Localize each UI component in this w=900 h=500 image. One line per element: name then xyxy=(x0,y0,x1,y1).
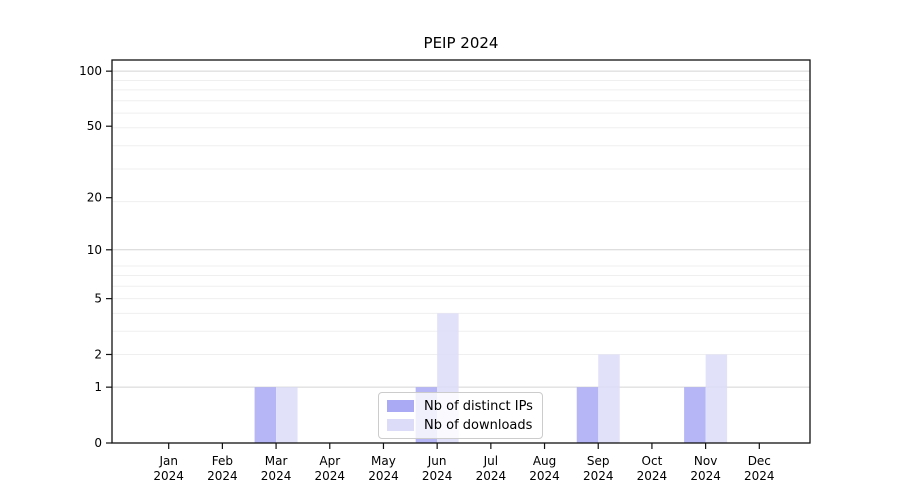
x-tick-label-year: 2024 xyxy=(637,469,668,483)
y-tick-label: 5 xyxy=(94,292,102,306)
x-tick-label-year: 2024 xyxy=(744,469,775,483)
legend-label-distinct-ips: Nb of distinct IPs xyxy=(424,398,533,414)
legend-swatch-downloads xyxy=(387,419,414,431)
bar-downloads xyxy=(276,387,298,443)
bar-distinct-ips xyxy=(684,387,706,443)
x-tick-label-year: 2024 xyxy=(476,469,507,483)
chart-title: PEIP 2024 xyxy=(423,34,499,52)
x-tick-label-month: Oct xyxy=(642,454,663,468)
bar-distinct-ips xyxy=(254,387,277,443)
legend-item-downloads: Nb of downloads xyxy=(387,417,533,433)
x-tick-label-month: Sep xyxy=(587,454,610,468)
x-tick-label-month: May xyxy=(371,454,396,468)
x-tick-label-month: Feb xyxy=(212,454,233,468)
y-tick-label: 100 xyxy=(79,64,102,78)
x-tick-label-month: Dec xyxy=(748,454,771,468)
x-tick-label-month: Aug xyxy=(533,454,556,468)
x-tick-label-month: Nov xyxy=(694,454,717,468)
legend-label-downloads: Nb of downloads xyxy=(424,417,533,433)
legend-item-distinct-ips: Nb of distinct IPs xyxy=(387,398,533,414)
y-tick-label: 50 xyxy=(87,119,102,133)
x-tick-label-year: 2024 xyxy=(422,469,453,483)
x-tick-label-month: Apr xyxy=(319,454,340,468)
y-tick-label: 0 xyxy=(94,436,102,450)
plot-border xyxy=(111,59,811,444)
x-tick-label-year: 2024 xyxy=(153,469,184,483)
x-tick-label-month: Mar xyxy=(265,454,288,468)
bar-distinct-ips xyxy=(576,387,599,443)
x-tick-label-year: 2024 xyxy=(261,469,292,483)
x-tick-label-year: 2024 xyxy=(207,469,238,483)
x-tick-label-year: 2024 xyxy=(690,469,721,483)
legend-swatch-distinct-ips xyxy=(387,400,414,412)
bar-downloads xyxy=(598,354,620,443)
y-tick-label: 1 xyxy=(94,380,102,394)
y-tick-label: 20 xyxy=(87,191,102,205)
x-tick-label-year: 2024 xyxy=(368,469,399,483)
x-tick-label-year: 2024 xyxy=(583,469,614,483)
x-tick-label-month: Jan xyxy=(158,454,178,468)
x-tick-label-year: 2024 xyxy=(529,469,560,483)
x-tick-label-year: 2024 xyxy=(314,469,345,483)
y-tick-label: 10 xyxy=(87,243,102,257)
x-tick-label-month: Jul xyxy=(483,454,498,468)
y-tick-label: 2 xyxy=(94,347,102,361)
bar-downloads xyxy=(705,354,728,443)
x-tick-label-month: Jun xyxy=(427,454,447,468)
legend: Nb of distinct IPs Nb of downloads xyxy=(378,392,543,439)
